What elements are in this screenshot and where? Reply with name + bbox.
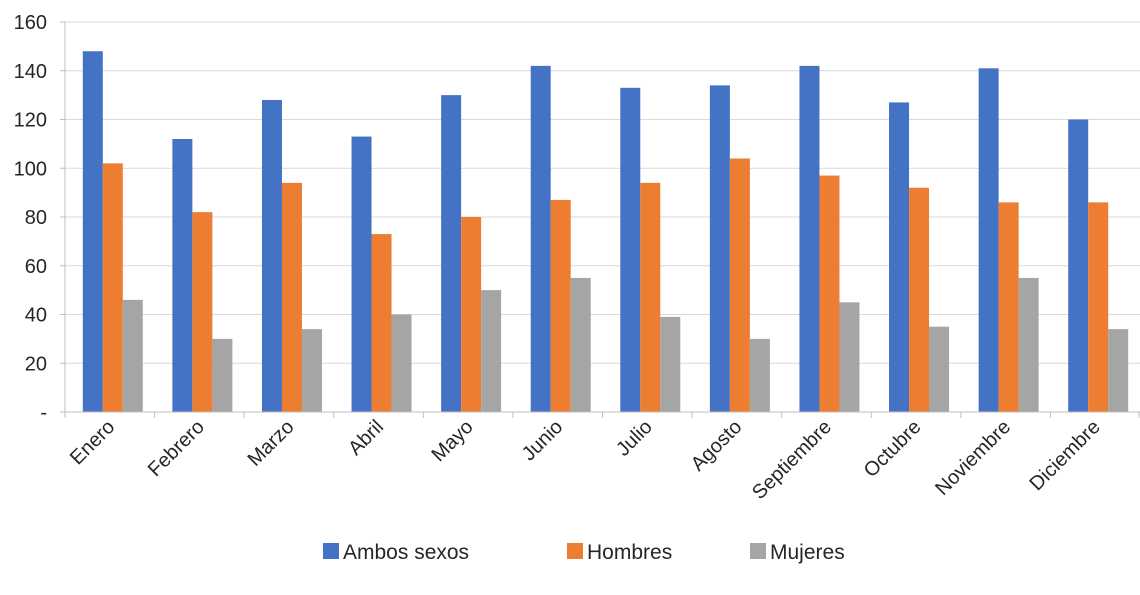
bar-mujeres-octubre bbox=[929, 326, 950, 412]
x-category-label: Agosto bbox=[687, 416, 747, 476]
bar-ambos-sexos-noviembre bbox=[978, 68, 999, 412]
x-category-label: Febrero bbox=[144, 416, 209, 481]
legend-swatch-ambos-sexos bbox=[323, 543, 339, 559]
y-tick-label: 40 bbox=[25, 305, 47, 327]
bar-mujeres-agosto bbox=[749, 338, 770, 412]
bar-mujeres-marzo bbox=[301, 329, 322, 412]
x-category-label: Abril bbox=[344, 416, 388, 460]
y-tick-label: 140 bbox=[14, 61, 47, 83]
x-category-labels: Enero Febrero Marzo Abril Mayo Junio Julio Agos… bbox=[66, 416, 1105, 504]
y-tick-label: 60 bbox=[25, 256, 47, 278]
bar-mujeres-mayo bbox=[481, 290, 502, 412]
bar-mujeres-diciembre bbox=[1108, 329, 1129, 412]
y-tick-label: 100 bbox=[14, 158, 47, 180]
bar-hombres-abril bbox=[371, 234, 392, 412]
bar-mujeres-abril bbox=[391, 314, 412, 412]
bar-mujeres-enero bbox=[122, 299, 143, 412]
bar-ambos-sexos-febrero bbox=[172, 139, 193, 412]
bar-hombres-octubre bbox=[909, 187, 930, 412]
bar-hombres-marzo bbox=[281, 182, 302, 412]
bar-mujeres-noviembre bbox=[1018, 277, 1039, 412]
bar-hombres-mayo bbox=[461, 217, 482, 412]
x-category-label: Marzo bbox=[244, 416, 299, 471]
legend-swatch-hombres bbox=[567, 543, 583, 559]
y-tick-label: 160 bbox=[14, 12, 47, 34]
bar-hombres-diciembre bbox=[1088, 202, 1109, 412]
x-category-label: Junio bbox=[518, 416, 567, 465]
bar-mujeres-julio bbox=[660, 316, 681, 412]
bar-hombres-noviembre bbox=[998, 202, 1019, 412]
y-tick-label: 80 bbox=[25, 207, 47, 229]
x-category-label: Mayo bbox=[428, 416, 478, 466]
bar-mujeres-febrero bbox=[212, 338, 233, 412]
bar-ambos-sexos-diciembre bbox=[1068, 119, 1089, 412]
bar-ambos-sexos-agosto bbox=[709, 85, 730, 412]
bar-hombres-septiembre bbox=[819, 175, 840, 412]
bar-ambos-sexos-octubre bbox=[889, 102, 910, 412]
bar-hombres-julio bbox=[640, 182, 661, 412]
y-tick-labels: - 20 40 60 80 100 120 140 160 bbox=[14, 12, 47, 424]
bar-hombres-enero bbox=[102, 163, 123, 412]
legend-label-hombres: Hombres bbox=[587, 541, 672, 564]
bar-ambos-sexos-septiembre bbox=[799, 65, 820, 412]
bars bbox=[82, 51, 1129, 412]
x-category-label: Noviembre bbox=[931, 416, 1015, 500]
bar-mujeres-septiembre bbox=[839, 302, 860, 412]
legend: Ambos sexos Hombres Mujeres bbox=[323, 541, 845, 564]
bar-ambos-sexos-enero bbox=[82, 51, 103, 412]
y-tick-label: - bbox=[40, 402, 47, 424]
x-category-label: Julio bbox=[612, 416, 657, 461]
y-tick-label: 20 bbox=[25, 353, 47, 375]
bar-ambos-sexos-julio bbox=[620, 87, 641, 412]
legend-label-mujeres: Mujeres bbox=[770, 541, 845, 564]
bar-hombres-febrero bbox=[192, 212, 213, 412]
x-category-label: Enero bbox=[66, 416, 119, 469]
bar-ambos-sexos-marzo bbox=[261, 100, 282, 412]
bar-ambos-sexos-abril bbox=[351, 136, 372, 412]
bar-mujeres-junio bbox=[570, 277, 591, 412]
legend-label-ambos-sexos: Ambos sexos bbox=[343, 541, 469, 564]
bar-hombres-junio bbox=[550, 199, 571, 412]
legend-swatch-mujeres bbox=[750, 543, 766, 559]
gridlines bbox=[65, 21, 1140, 364]
bar-ambos-sexos-junio bbox=[530, 65, 551, 412]
bar-ambos-sexos-mayo bbox=[441, 95, 462, 412]
axes bbox=[60, 21, 1140, 418]
bar-hombres-agosto bbox=[729, 158, 750, 412]
x-category-label: Septiembre bbox=[748, 416, 836, 504]
y-tick-label: 120 bbox=[14, 110, 47, 132]
x-category-label: Diciembre bbox=[1026, 416, 1105, 495]
x-category-label: Octubre bbox=[860, 416, 926, 482]
